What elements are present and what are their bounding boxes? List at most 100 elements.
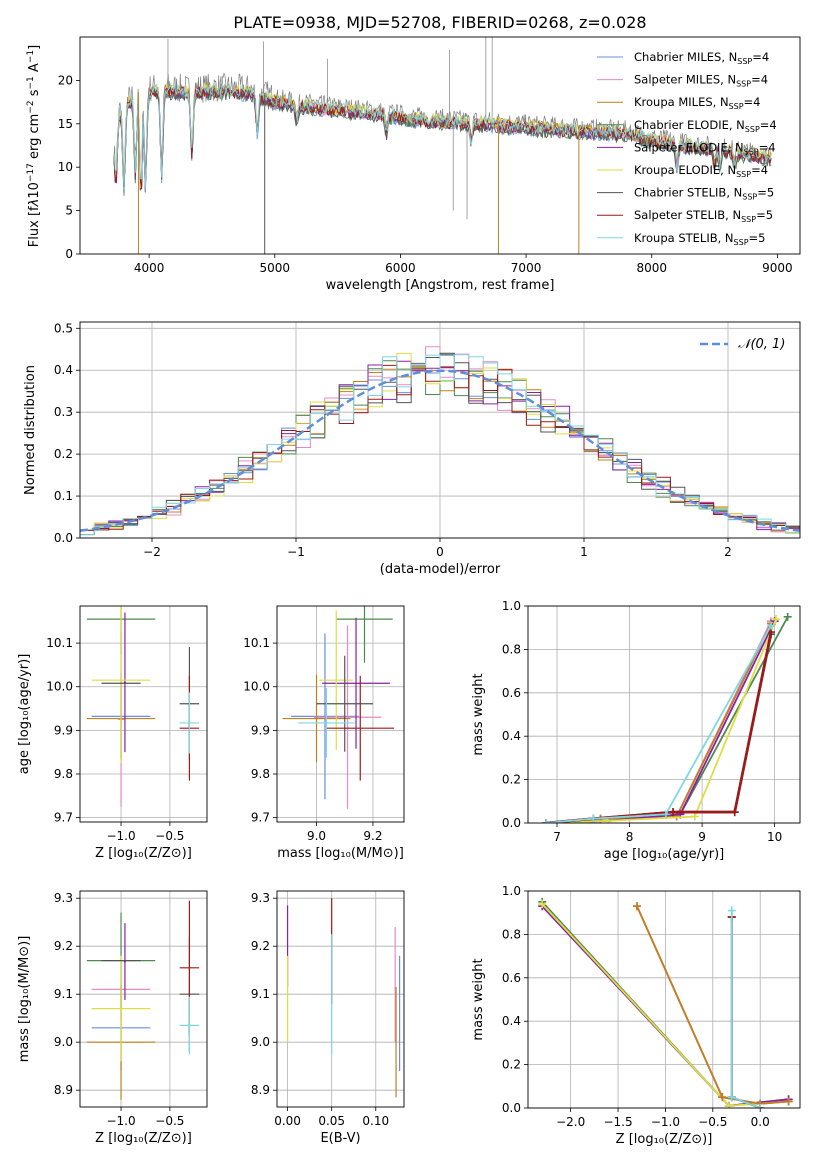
- axes-frame: [79, 36, 801, 255]
- x-axis-label: Z [log₁₀(Z/Z⊙)]: [95, 846, 192, 861]
- y-tick-label: 9.9: [251, 723, 270, 737]
- plot-area: [80, 322, 800, 539]
- legend-subscript: SSP: [744, 147, 759, 156]
- x-tick-label: 8000: [636, 261, 667, 275]
- x-tick-label: 10: [767, 830, 782, 844]
- x-tick-label: −1.0: [106, 1114, 135, 1128]
- y-tick-label: 10.1: [243, 636, 270, 650]
- legend-label: Salpeter ELODIE, NSSP=4: [634, 140, 776, 156]
- y-tick-label: 0.4: [502, 729, 521, 743]
- x-axis-label: E(B-V): [320, 1131, 360, 1146]
- mass-weight-point: [589, 814, 598, 823]
- model-spectrum-line: [113, 87, 772, 192]
- x-tick-label: 0: [436, 545, 444, 559]
- mass-weight-vs-age-panel: 7 8 9 10 0.0 0.2 0.4 0.6 0.8 1.0 age [log₁₀(age/yr…: [471, 599, 801, 862]
- x-tick-label: 0.0: [751, 1115, 770, 1129]
- y-tick-label: 0.2: [502, 773, 521, 787]
- marks: [80, 346, 800, 536]
- y-tick-label: 0.8: [502, 642, 521, 656]
- mass-weight-point: [718, 1093, 727, 1102]
- x-axis-label: Z [log₁₀(Z/Z⊙)]: [616, 1132, 713, 1147]
- legend-subscript: SSP: [737, 57, 752, 66]
- y-tick-label: 15: [58, 117, 73, 131]
- legend-subscript: SSP: [729, 102, 744, 111]
- y-tick-label: 9.1: [251, 987, 270, 1001]
- x-tick-label: 0.05: [318, 1114, 345, 1128]
- x-tick-label: 2: [724, 545, 732, 559]
- mass-weight-vs-metallicity-panel: −2.0 −1.5 −1.0 −0.5 0.0 0.0 0.2 0.4 0.6 0.8 1.0 Z […: [471, 884, 801, 1147]
- legend: Chabrier MILES, NSSP=4 Salpeter MILES, NS…: [597, 50, 777, 247]
- y-tick-label: 20: [58, 73, 73, 87]
- marks: [538, 897, 793, 1108]
- marks: [282, 606, 395, 809]
- plot-area: [277, 606, 404, 822]
- marks: [286, 898, 401, 1098]
- x-tick-label: 1: [580, 545, 588, 559]
- x-tick-label: 9.2: [363, 829, 382, 843]
- y-tick-label: 0.6: [502, 971, 521, 985]
- mass-vs-reddening-panel: 0.00 0.05 0.10 8.9 9.0 9.1 9.2 9.3 E(B-V): [251, 890, 405, 1146]
- axes-frame: [527, 890, 801, 1109]
- legend-count: =4: [751, 163, 768, 177]
- y-tick-label: 10.0: [243, 680, 270, 694]
- mass-weight-line: [545, 631, 773, 823]
- y-tick-label: 0.2: [54, 447, 73, 461]
- y-tick-label: 0.4: [502, 1014, 521, 1028]
- axes-frame: [527, 605, 801, 824]
- marks: [542, 612, 792, 823]
- x-tick-label: −2.0: [556, 1115, 585, 1129]
- x-tick-label: 6000: [385, 261, 416, 275]
- y-axis-label: Normed distribution: [23, 365, 38, 495]
- mass-weight-point: [727, 906, 736, 915]
- legend-count: =4: [760, 118, 777, 132]
- y-tick-label: 10.0: [46, 680, 73, 694]
- y-tick-label: 0.3: [54, 405, 73, 419]
- y-tick-label: 0.0: [54, 531, 73, 545]
- x-tick-label: −1.5: [603, 1115, 632, 1129]
- plot-area: [528, 890, 800, 1109]
- y-axis-label: mass [log₁₀(M/M⊙)]: [17, 936, 32, 1063]
- legend-label: Kroupa ELODIE, NSSP=4: [634, 163, 768, 179]
- legend-count: =5: [757, 186, 774, 200]
- mass-weight-point: [724, 1101, 733, 1108]
- x-axis-label: mass [log₁₀(M/M⊙)]: [277, 846, 404, 861]
- y-tick-label: 0.2: [502, 1058, 521, 1072]
- y-axis-label: mass weight: [471, 673, 486, 755]
- mass-weight-point: [632, 902, 641, 911]
- legend-label: 𝒩(0, 1): [738, 337, 785, 352]
- x-axis-label: Z [log₁₀(Z/Z⊙)]: [95, 1131, 192, 1146]
- legend-label: Chabrier MILES, NSSP=4: [634, 50, 769, 66]
- histogram-step-line: [80, 352, 800, 534]
- y-tick-label: 8.9: [251, 1083, 270, 1097]
- y-tick-label: 9.9: [54, 723, 73, 737]
- legend-count: =4: [759, 140, 776, 154]
- legend-subscript: SSP: [736, 170, 751, 179]
- residual-histogram-panel: −2 −1 0 1 2 0.0 0.1 0.2 0.3 0.4 0.5 (data-model)/er…: [23, 321, 801, 577]
- mass-weight-point: [542, 819, 551, 823]
- legend-label: Salpeter MILES, NSSP=4: [634, 73, 768, 89]
- x-tick-label: 0.00: [274, 1114, 301, 1128]
- x-tick-label: 0.10: [362, 1114, 389, 1128]
- plot-area: [80, 606, 207, 822]
- mass-weight-line: [546, 620, 772, 823]
- legend-count: =5: [749, 231, 766, 245]
- mass-vs-metallicity-panel: −1.0 −0.5 8.9 9.0 9.1 9.2 9.3 Z [log₁₀(Z/Z⊙)] ma…: [17, 890, 208, 1146]
- plot-area: [80, 891, 207, 1107]
- x-tick-label: −1: [287, 545, 305, 559]
- legend: 𝒩(0, 1): [700, 337, 785, 352]
- mass-weight-line: [546, 625, 772, 823]
- x-axis-label: (data-model)/error: [380, 562, 501, 577]
- legend-count: =4: [751, 73, 768, 87]
- legend-subscript: SSP: [741, 215, 756, 224]
- figure-title: PLATE=0938, MJD=52708, FIBERID=0268, z=0…: [233, 13, 646, 32]
- y-tick-label: 9.8: [54, 767, 73, 781]
- y-tick-label: 9.7: [251, 811, 270, 825]
- y-tick-label: 9.7: [54, 811, 73, 825]
- mass-weight-point: [784, 1097, 793, 1106]
- y-tick-label: 9.3: [251, 891, 270, 905]
- mass-weight-point: [730, 808, 739, 817]
- plot-area: [113, 37, 772, 254]
- mass-weight-point: [669, 808, 678, 817]
- y-tick-label: 0.0: [502, 816, 521, 830]
